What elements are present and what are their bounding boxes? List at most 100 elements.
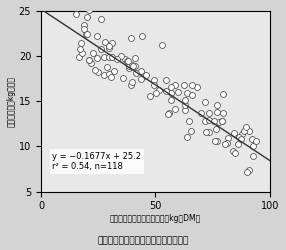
Point [190,93,194,97]
Point [140,34,145,38]
Point [214,139,219,143]
Point [245,170,250,174]
Point [130,80,135,84]
Point [202,100,207,104]
Point [154,91,158,95]
Point [182,98,187,102]
Text: 図２．乾物摂取量と咀嚼時間との関係: 図２．乾物摂取量と咀嚼時間との関係 [97,236,189,245]
Point [79,41,83,45]
Point [81,27,86,31]
Point [85,15,90,19]
Point [82,23,86,27]
Point [95,70,100,74]
Point [131,64,135,68]
Point [78,47,82,51]
Point [132,56,137,60]
Point [110,54,114,58]
Point [99,47,103,51]
Point [156,88,161,92]
Point [87,58,91,62]
Point [107,44,112,48]
Point [233,151,237,155]
Point [251,154,255,158]
Point [151,83,156,87]
Point [235,142,240,146]
Point [190,84,194,87]
Point [109,41,114,45]
Point [119,54,123,58]
Y-axis label: 乾物摂取量（kg／日）: 乾物摂取量（kg／日） [7,76,16,127]
Point [144,73,149,77]
Point [129,36,133,40]
Point [221,92,226,96]
Point [148,94,153,98]
Point [243,125,248,129]
Point [85,32,89,36]
Point [138,69,143,73]
Point [194,85,199,89]
Text: y = −0.1677x + 25.2
r² = 0.54, n=118: y = −0.1677x + 25.2 r² = 0.54, n=118 [52,152,141,171]
Point [204,130,208,134]
Point [95,34,100,38]
Point [102,55,106,59]
Point [130,63,134,67]
Point [198,111,203,115]
Point [215,102,220,106]
Point [102,72,106,76]
Point [91,51,96,55]
Point [214,110,219,114]
Point [220,119,225,123]
Point [107,72,112,76]
Point [221,111,226,115]
Point [126,66,131,70]
Point [126,59,131,63]
Point [206,112,211,116]
Point [183,108,187,112]
Point [214,127,219,131]
Point [152,78,157,82]
Point [133,64,137,68]
Point [167,111,172,115]
Point [104,65,109,69]
Point [94,56,99,60]
Point [173,83,178,87]
Point [232,130,236,134]
Point [164,89,168,93]
Point [254,139,258,143]
Point [126,64,131,68]
Point [79,51,84,55]
Point [112,68,116,72]
Point [93,68,97,71]
Point [84,32,88,36]
Point [242,129,247,133]
Point [189,129,194,133]
Point [250,137,255,141]
Point [123,57,127,61]
Point [168,98,173,102]
Point [142,74,146,78]
Point [139,77,143,81]
Point [102,40,107,44]
Point [87,58,92,62]
Point [176,90,180,94]
Point [225,141,229,145]
Point [211,119,216,123]
Point [169,86,173,89]
Point [87,8,91,12]
Point [184,90,189,94]
Point [74,12,79,16]
Point [120,76,125,80]
Point [239,137,244,141]
Point [107,46,111,50]
Point [247,168,251,172]
Point [169,90,174,94]
Point [231,149,236,153]
Point [212,140,217,143]
Point [247,129,252,133]
Point [115,57,120,61]
Point [129,83,133,87]
Point [163,78,168,82]
Point [109,75,114,79]
X-axis label: 乾物当り合計咀嚼時間　分／kg・DM）: 乾物当り合計咀嚼時間 分／kg・DM） [110,214,201,223]
Point [187,119,192,123]
